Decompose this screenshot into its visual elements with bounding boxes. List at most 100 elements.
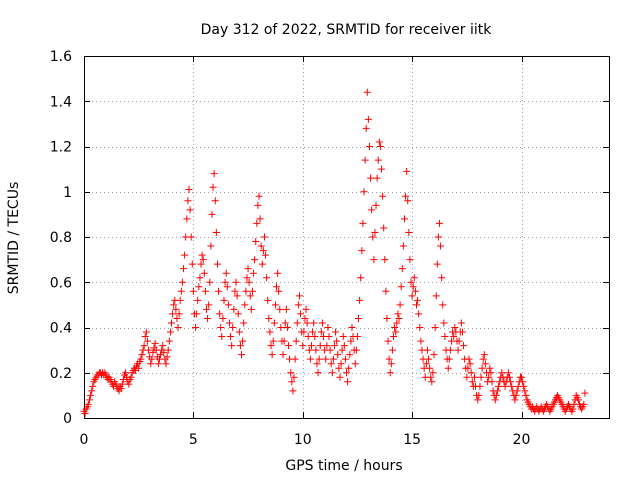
data-point [318,319,326,327]
data-series [80,88,589,417]
data-point [397,283,405,291]
data-point [430,351,438,359]
data-point [333,337,341,345]
data-point [399,242,407,250]
data-point [260,233,268,241]
data-point [311,333,319,341]
data-point [507,378,515,386]
data-point [242,287,250,295]
data-point [277,324,285,331]
data-point [426,364,434,372]
data-point [303,319,311,327]
data-point [279,351,287,359]
data-point [341,355,349,363]
data-point [274,269,282,277]
data-point [444,364,452,372]
data-point [87,391,95,399]
data-point [410,274,418,282]
data-point [205,301,213,309]
data-point [351,360,359,368]
data-point [176,296,184,304]
data-point [367,174,375,182]
data-point [204,314,212,322]
data-point [521,387,529,395]
data-point [269,337,277,345]
data-point [227,333,235,341]
data-point [273,283,280,291]
data-point [208,210,216,218]
data-point [215,287,223,295]
data-point [359,219,367,227]
data-point [89,382,97,390]
data-point [235,328,243,336]
data-point [460,342,468,350]
data-point [211,197,219,205]
data-point [140,342,148,350]
data-point [433,260,441,268]
data-point [243,274,251,282]
data-point [213,260,221,268]
data-point [477,373,485,381]
data-point [488,378,496,386]
data-point [416,324,424,331]
tick-labels: 0 5 10 15 20 0 0.2 0.4 0.6 0.8 1 1.2 1.4 1.6 [50,49,531,448]
data-point [230,305,238,313]
data-point [463,373,471,381]
data-point [313,360,321,368]
data-point [400,215,408,223]
data-point [314,369,322,377]
data-point [245,278,253,286]
data-point [375,138,383,146]
data-point [363,88,371,96]
data-point [193,310,201,318]
data-point [519,378,527,386]
data-point [174,324,182,331]
data-point [356,296,364,304]
data-point [464,364,472,372]
data-point [437,242,445,250]
x-tick-label: 0 [80,432,89,448]
data-point [491,396,499,404]
data-point [378,165,385,173]
data-point [486,364,494,372]
data-point [325,333,333,341]
data-point [256,215,264,223]
data-point [195,283,203,291]
data-point [282,305,290,313]
data-point [569,405,577,413]
data-point [276,305,284,313]
data-point [127,373,135,381]
data-point [263,274,271,282]
data-point [239,337,247,345]
data-point [258,260,266,268]
data-point [415,310,423,318]
data-point [220,296,228,304]
data-point [175,310,183,318]
data-point [382,287,390,295]
data-point [283,324,291,331]
data-point [387,360,395,368]
data-point [288,378,296,386]
data-point [85,396,93,404]
data-point [428,378,436,386]
data-point [423,346,431,354]
data-point [289,387,297,395]
data-point [262,251,270,259]
data-point [292,337,300,345]
data-point [345,364,353,372]
data-point [457,319,465,327]
data-point [223,283,231,291]
data-point [280,337,288,345]
data-point [266,328,274,336]
data-point [358,247,366,255]
data-point [343,369,350,377]
data-point [505,373,513,381]
data-point [336,373,344,381]
data-point [408,292,416,300]
data-point [142,328,150,336]
data-point [330,342,338,350]
data-point [219,314,227,322]
data-point [225,319,233,327]
data-point [84,400,92,408]
data-point [332,328,340,336]
